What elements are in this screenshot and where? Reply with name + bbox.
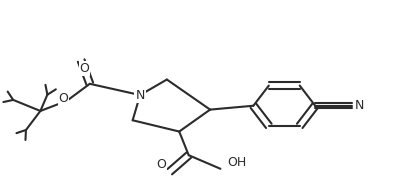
Text: OH: OH xyxy=(227,156,246,170)
Text: O: O xyxy=(157,158,166,171)
Text: N: N xyxy=(355,99,364,112)
Text: O: O xyxy=(80,62,89,75)
Text: O: O xyxy=(59,92,68,106)
Text: N: N xyxy=(136,88,145,102)
